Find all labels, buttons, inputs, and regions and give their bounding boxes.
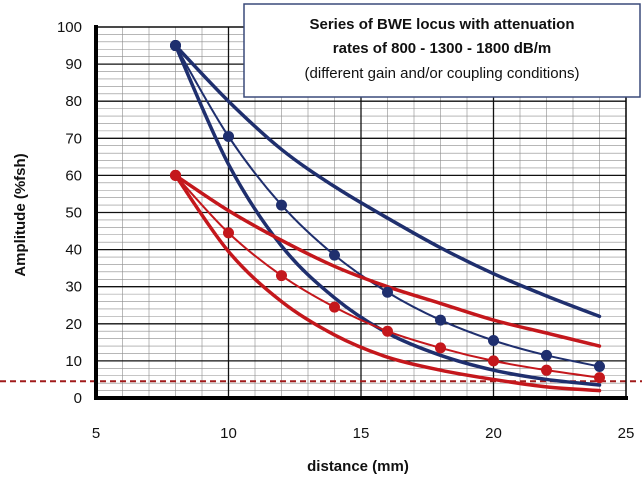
red-curve-800 [173, 173, 602, 348]
blue-point-24 [594, 360, 605, 372]
red-point-24 [594, 372, 605, 384]
y-tick-label: 0 [74, 390, 82, 407]
red-point-18 [435, 342, 446, 354]
red-point-20 [488, 355, 499, 367]
y-tick-label: 70 [65, 130, 82, 147]
red-point-12 [276, 270, 287, 282]
legend-title-line-1: Series of BWE locus with attenuation [309, 16, 574, 33]
legend-subtitle: (different gain and/or coupling conditio… [305, 65, 580, 82]
y-tick-label: 100 [57, 19, 82, 36]
red-point-10 [223, 227, 234, 239]
legend-box-border [243, 3, 641, 98]
red-point-16 [382, 325, 393, 337]
red-curve-1800 [173, 173, 602, 393]
y-tick-label: 90 [65, 56, 82, 73]
blue-point-18 [435, 314, 446, 326]
x-tick-labels: 5 10 15 20 25 [92, 425, 635, 442]
x-tick-label: 25 [618, 425, 635, 442]
blue-curve-800 [173, 43, 602, 319]
red-start-point [170, 169, 181, 181]
y-axis-label: Amplitude (%fsh) [12, 153, 29, 276]
y-tick-label: 60 [65, 167, 82, 184]
y-tick-label: 20 [65, 316, 82, 333]
blue-point-12 [276, 199, 287, 211]
blue-point-16 [382, 286, 393, 298]
x-tick-label: 5 [92, 425, 100, 442]
legend-box: Series of BWE locus with attenuation rat… [243, 3, 641, 98]
legend-title-line-2: rates of 800 - 1300 - 1800 dB/m [333, 40, 551, 57]
series-points [170, 40, 605, 384]
x-axis-label: distance (mm) [307, 458, 409, 475]
x-tick-label: 10 [220, 425, 237, 442]
blue-point-22 [541, 349, 552, 361]
y-tick-label: 80 [65, 93, 82, 110]
x-tick-label: 20 [485, 425, 502, 442]
blue-start-point [170, 40, 181, 52]
blue-point-10 [223, 130, 234, 142]
red-point-22 [541, 364, 552, 376]
blue-point-14 [329, 249, 340, 261]
y-tick-label: 50 [65, 205, 82, 222]
y-tick-label: 30 [65, 279, 82, 296]
red-point-14 [329, 301, 340, 313]
y-tick-label: 40 [65, 242, 82, 259]
y-tick-label: 10 [65, 353, 82, 370]
x-tick-label: 15 [353, 425, 370, 442]
blue-point-20 [488, 334, 499, 346]
y-tick-labels: 0 10 20 30 40 50 60 70 80 90 100 [57, 19, 82, 407]
